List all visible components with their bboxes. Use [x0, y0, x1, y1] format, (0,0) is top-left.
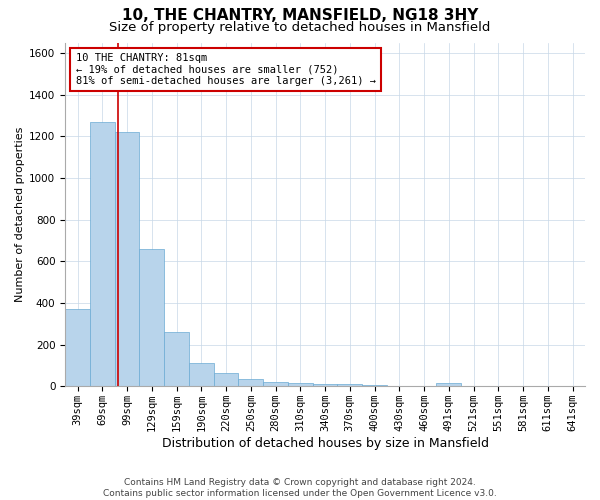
Bar	[164, 332, 189, 386]
Bar	[288, 383, 313, 386]
Bar	[313, 384, 337, 386]
Text: Size of property relative to detached houses in Mansfield: Size of property relative to detached ho…	[109, 21, 491, 34]
Text: 10, THE CHANTRY, MANSFIELD, NG18 3HY: 10, THE CHANTRY, MANSFIELD, NG18 3HY	[122, 8, 478, 22]
Bar	[238, 379, 263, 386]
Bar	[90, 122, 115, 386]
Bar	[263, 382, 288, 386]
Y-axis label: Number of detached properties: Number of detached properties	[15, 126, 25, 302]
Bar	[139, 249, 164, 386]
X-axis label: Distribution of detached houses by size in Mansfield: Distribution of detached houses by size …	[161, 437, 488, 450]
Bar	[115, 132, 139, 386]
Bar	[436, 383, 461, 386]
Bar	[65, 309, 90, 386]
Bar	[362, 384, 387, 386]
Bar	[189, 364, 214, 386]
Bar	[214, 373, 238, 386]
Bar	[337, 384, 362, 386]
Text: Contains HM Land Registry data © Crown copyright and database right 2024.
Contai: Contains HM Land Registry data © Crown c…	[103, 478, 497, 498]
Text: 10 THE CHANTRY: 81sqm
← 19% of detached houses are smaller (752)
81% of semi-det: 10 THE CHANTRY: 81sqm ← 19% of detached …	[76, 53, 376, 86]
